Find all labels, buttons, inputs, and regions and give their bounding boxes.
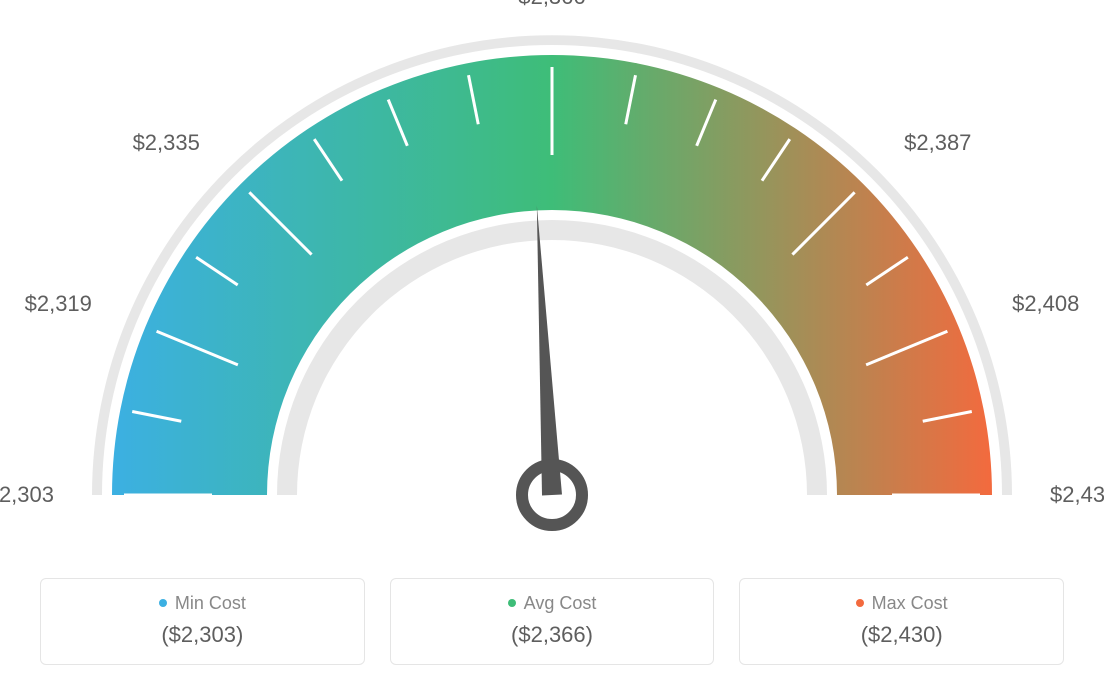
min-label: Min Cost <box>175 593 246 613</box>
gauge-tick-label: $2,387 <box>904 130 971 156</box>
gauge-tick-label: $2,366 <box>518 0 585 10</box>
min-card-title: Min Cost <box>61 593 344 614</box>
min-cost-card: Min Cost ($2,303) <box>40 578 365 665</box>
avg-card-title: Avg Cost <box>411 593 694 614</box>
gauge-tick-label: $2,430 <box>1050 482 1104 508</box>
max-label: Max Cost <box>872 593 948 613</box>
avg-cost-card: Avg Cost ($2,366) <box>390 578 715 665</box>
dot-icon <box>508 599 516 607</box>
summary-cards: Min Cost ($2,303) Avg Cost ($2,366) Max … <box>40 578 1064 665</box>
gauge-svg <box>0 0 1104 560</box>
dot-icon <box>856 599 864 607</box>
gauge-tick-label: $2,319 <box>25 291 92 317</box>
avg-label: Avg Cost <box>524 593 597 613</box>
avg-value: ($2,366) <box>411 622 694 648</box>
max-value: ($2,430) <box>760 622 1043 648</box>
chart-container: $2,303 $2,319 $2,335 $2,366 $2,387 $2,408 $2,4… <box>0 0 1104 690</box>
dot-icon <box>159 599 167 607</box>
gauge-area: $2,303 $2,319 $2,335 $2,366 $2,387 $2,408 $2,4… <box>0 0 1104 560</box>
max-cost-card: Max Cost ($2,430) <box>739 578 1064 665</box>
gauge-tick-label: $2,303 <box>0 482 54 508</box>
min-value: ($2,303) <box>61 622 344 648</box>
max-card-title: Max Cost <box>760 593 1043 614</box>
gauge-tick-label: $2,335 <box>133 130 200 156</box>
gauge-tick-label: $2,408 <box>1012 291 1079 317</box>
